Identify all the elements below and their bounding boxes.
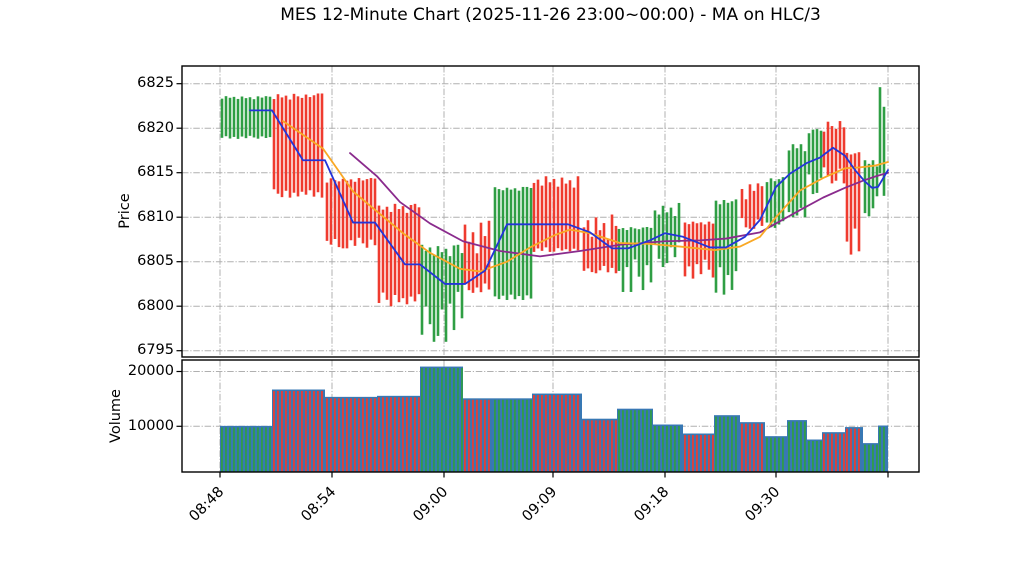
chart-title: MES 12-Minute Chart (2025-11-26 23:00~00… (280, 5, 821, 25)
price-tick-6795: 6795 (137, 342, 174, 358)
price-tick-6815: 6815 (137, 164, 174, 180)
price-tick-6800: 6800 (137, 298, 174, 314)
volume-tick-10000: 10000 (127, 418, 174, 434)
volume-tick-20000: 20000 (127, 363, 174, 379)
price-tick-6805: 6805 (137, 253, 174, 269)
price-tick-6810: 6810 (137, 209, 174, 225)
price-tick-6825: 6825 (137, 75, 174, 91)
volume-axis-label: Volume (108, 389, 124, 443)
price-tick-6820: 6820 (137, 120, 174, 136)
